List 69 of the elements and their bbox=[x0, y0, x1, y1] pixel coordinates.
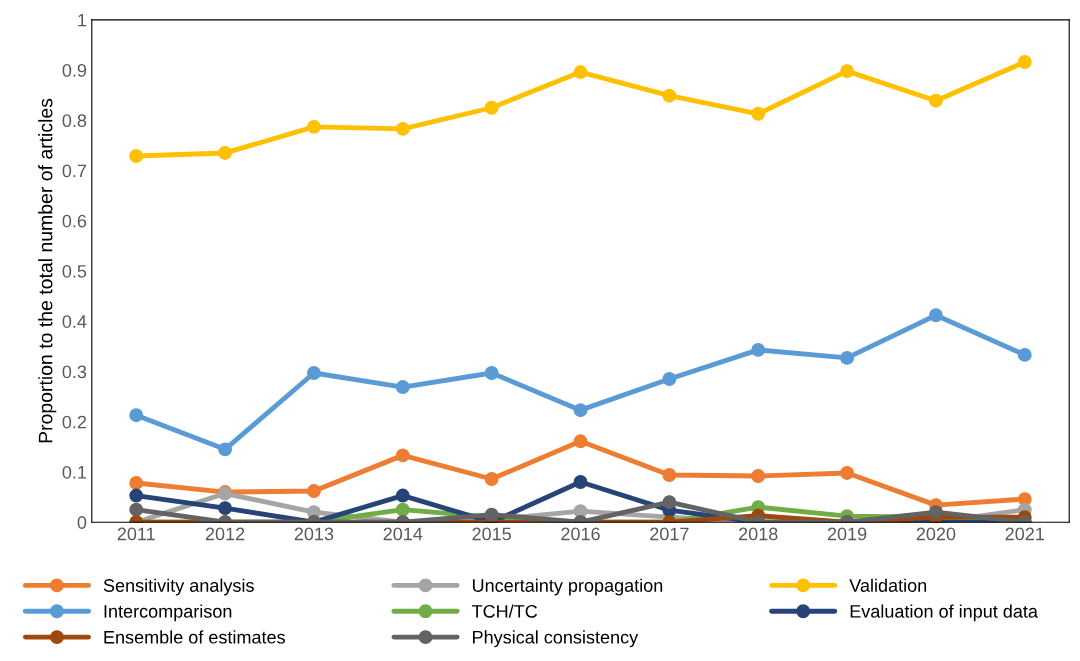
y-tick-label: 1 bbox=[78, 13, 87, 27]
point bbox=[1017, 347, 1032, 362]
y-tick-label: 0.5 bbox=[62, 264, 87, 278]
x-tick-label: 2017 bbox=[650, 527, 689, 541]
point bbox=[1017, 55, 1032, 69]
x-tick-label: 2012 bbox=[205, 527, 245, 541]
point bbox=[662, 495, 677, 510]
point bbox=[573, 475, 588, 489]
point bbox=[928, 93, 943, 108]
point bbox=[129, 476, 144, 490]
x-tick-label: 2015 bbox=[472, 527, 511, 541]
legend-label: Ensemble of estimates bbox=[104, 630, 285, 644]
point bbox=[306, 366, 321, 380]
x-tick-label: 2021 bbox=[1005, 527, 1044, 541]
x-tick-label: 2011 bbox=[117, 527, 155, 541]
point bbox=[484, 472, 499, 486]
point bbox=[840, 466, 855, 480]
point bbox=[306, 119, 321, 134]
legend-label: Validation bbox=[849, 578, 927, 592]
point bbox=[395, 380, 410, 395]
y-tick-label: 0.1 bbox=[62, 465, 87, 479]
point bbox=[306, 484, 321, 498]
y-axis-title: Proportion to the total number of articles bbox=[38, 98, 57, 443]
y-tick-label: 0.3 bbox=[62, 365, 87, 379]
legend-label: Evaluation of input data bbox=[850, 604, 1038, 622]
point bbox=[573, 65, 588, 80]
point bbox=[928, 505, 943, 520]
point bbox=[484, 366, 499, 380]
x-tick-label: 2020 bbox=[916, 527, 956, 541]
x-tick-label: 2018 bbox=[739, 527, 778, 541]
point bbox=[129, 488, 144, 503]
legend-label: TCH/TC bbox=[471, 604, 538, 618]
point bbox=[395, 121, 410, 136]
point bbox=[218, 501, 233, 516]
legend-label: Physical consistency bbox=[473, 630, 639, 648]
y-tick-label: 0.6 bbox=[62, 214, 87, 228]
legend-label: Sensitivity analysis bbox=[103, 578, 254, 596]
point bbox=[928, 308, 943, 323]
point bbox=[751, 342, 766, 357]
point bbox=[484, 100, 499, 115]
point bbox=[129, 408, 144, 423]
point bbox=[662, 88, 677, 103]
point bbox=[662, 468, 677, 482]
point bbox=[129, 502, 144, 517]
y-tick-label: 0.2 bbox=[62, 415, 87, 429]
point bbox=[840, 64, 855, 79]
point bbox=[573, 434, 588, 449]
point bbox=[395, 502, 410, 517]
legend-label: Uncertainty propagation bbox=[472, 578, 663, 596]
x-tick-label: 2019 bbox=[827, 527, 867, 541]
point bbox=[751, 106, 766, 121]
point bbox=[751, 469, 766, 483]
point bbox=[129, 149, 144, 163]
x-tick-label: 2014 bbox=[383, 527, 423, 541]
y-tick-label: 0.9 bbox=[62, 64, 87, 77]
point bbox=[395, 448, 410, 463]
x-tick-label: 2016 bbox=[561, 527, 600, 541]
point bbox=[573, 403, 588, 418]
y-tick-label: 0.4 bbox=[62, 315, 87, 328]
legend-label: Intercomparison bbox=[104, 604, 232, 622]
point bbox=[218, 442, 233, 457]
y-tick-label: 0 bbox=[77, 516, 87, 529]
y-tick-label: 0.8 bbox=[62, 114, 87, 128]
point bbox=[662, 372, 677, 386]
point bbox=[395, 488, 410, 503]
point bbox=[840, 350, 855, 365]
y-tick-label: 0.7 bbox=[62, 164, 87, 178]
x-tick-label: 2013 bbox=[294, 527, 334, 541]
point bbox=[218, 146, 233, 160]
